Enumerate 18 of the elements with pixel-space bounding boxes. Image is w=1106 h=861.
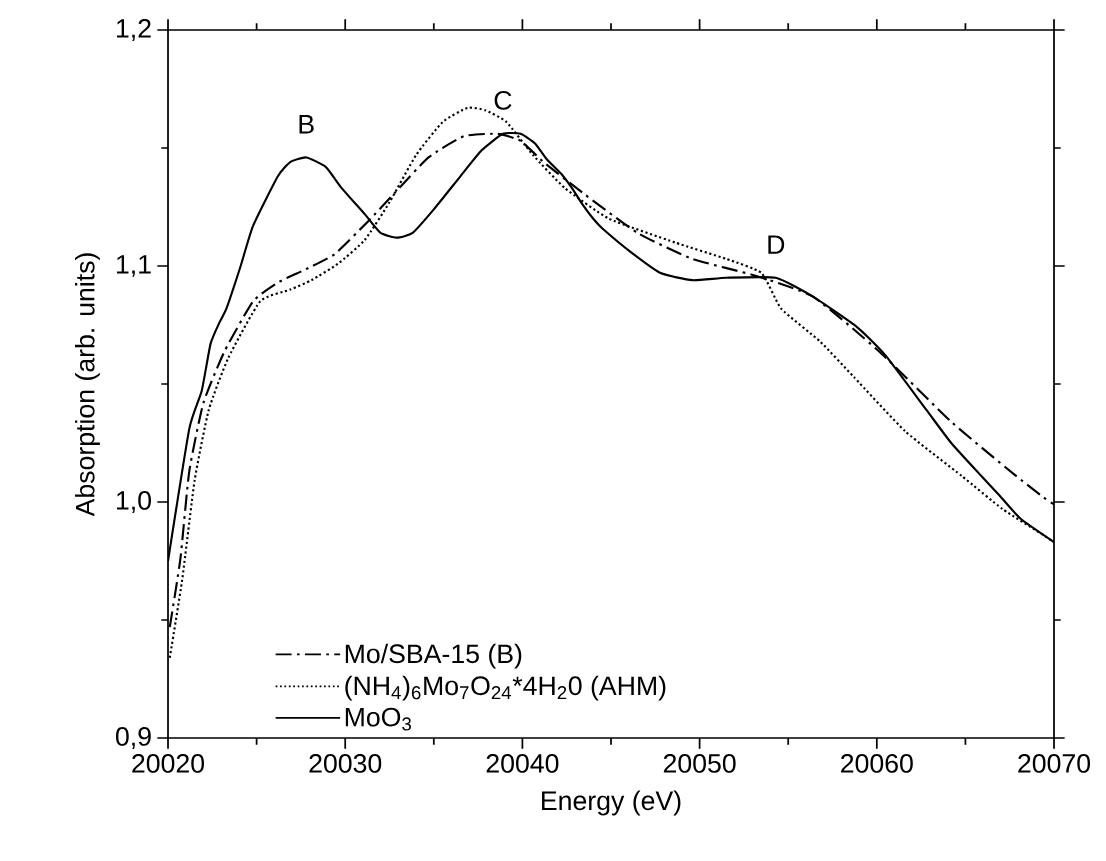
y-axis-title: Absorption (arb. units) <box>75 253 100 517</box>
annotation: C <box>494 90 512 110</box>
legend-label: Mo/SBA-15 (B) <box>345 643 522 669</box>
x-tick-label: 20050 <box>663 753 736 773</box>
x-axis-title: Energy (eV) <box>542 790 681 816</box>
x-tick-label: 20040 <box>486 753 559 773</box>
x-tick-label: 20020 <box>132 753 205 773</box>
x-tick-label: 20060 <box>841 753 913 773</box>
x-tick-label: 20030 <box>309 753 382 773</box>
text: (NH$_{4}$)$_{6}$Mo$_{7}$O$_{24}$*4H$_{2}$0 (AHM) <box>345 675 666 701</box>
annotation: B <box>299 115 314 134</box>
y-tick-label: 1,2 <box>116 18 151 42</box>
y-tick-label: 1,0 <box>116 490 151 514</box>
annotation: D <box>768 235 785 254</box>
legend-label: MoO$_{3}$ <box>345 707 411 731</box>
y-tick-label: 1,1 <box>116 255 151 277</box>
x-tick-label: 20070 <box>1018 753 1091 773</box>
y-tick-label: 0,9 <box>116 726 151 750</box>
